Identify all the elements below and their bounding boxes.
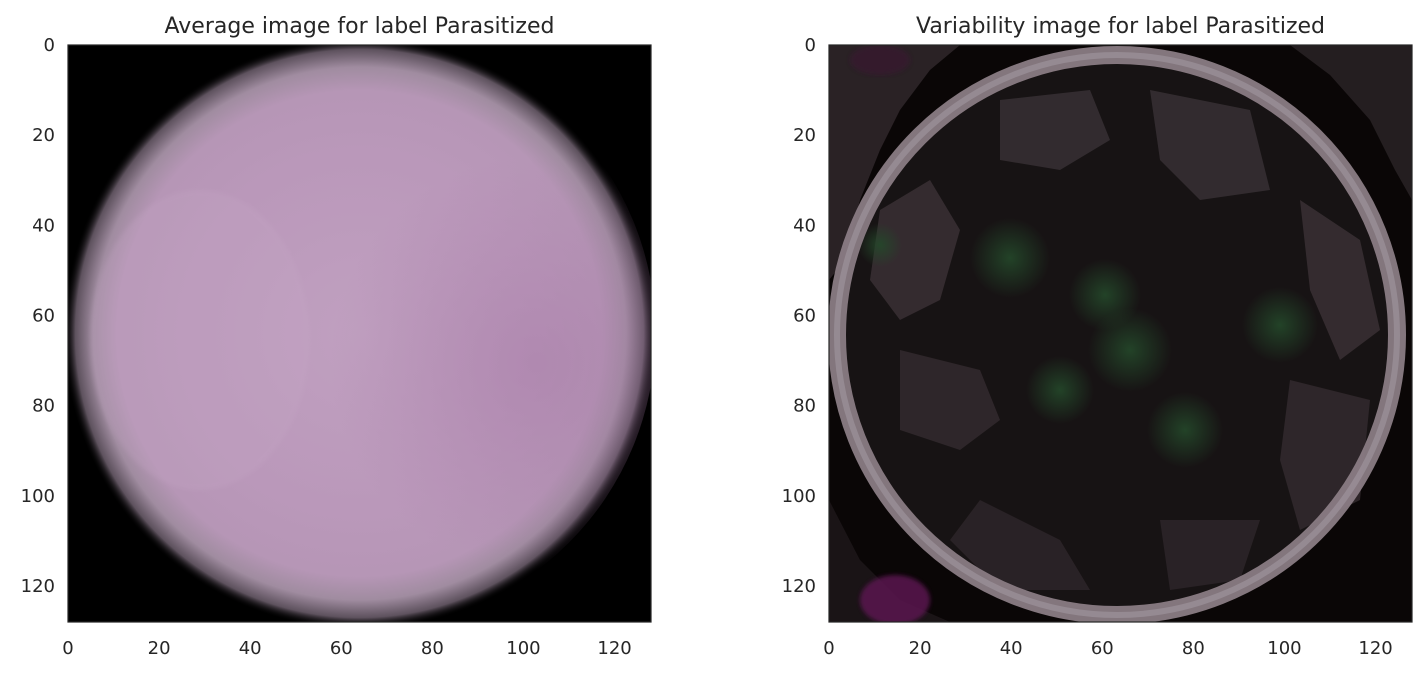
average-cell-highlight — [90, 190, 310, 490]
variability-green-spot — [1026, 356, 1094, 424]
variability-green-spot — [858, 223, 902, 267]
average-x-tick-label: 80 — [421, 638, 444, 659]
variability-inner-patch — [1150, 90, 1270, 200]
average-x-tick-label: 60 — [330, 638, 353, 659]
variability-inner-patch — [1160, 520, 1260, 590]
average-y-tick-label: 100 — [21, 486, 55, 507]
average-x-tick-label: 40 — [239, 638, 262, 659]
variability-green-spot — [970, 218, 1050, 298]
variability-y-tick-label: 120 — [782, 576, 816, 597]
variability-y-tick-label: 60 — [793, 305, 816, 326]
variability-x-tick-label: 80 — [1182, 638, 1205, 659]
average-x-tick-label: 120 — [597, 638, 631, 659]
variability-magenta-blob — [850, 45, 910, 75]
variability-x-tick-label: 20 — [909, 638, 932, 659]
variability-image-raster — [829, 45, 1412, 622]
average-image-frame — [67, 44, 652, 623]
average-y-tick-label: 120 — [21, 576, 55, 597]
average-x-tick-label: 20 — [148, 638, 171, 659]
average-image-raster — [68, 45, 651, 622]
average-y-tick-label: 80 — [32, 396, 55, 417]
variability-corner-patch — [829, 500, 950, 622]
variability-inner-patch — [900, 350, 1000, 450]
variability-cell-rim-highlight — [834, 52, 1400, 618]
variability-magenta-blob — [860, 575, 930, 622]
variability-x-tick-label: 40 — [1000, 638, 1023, 659]
variability-inner-patch — [1000, 90, 1110, 170]
variability-y-tick-label: 40 — [793, 215, 816, 236]
variability-image-frame — [828, 44, 1413, 623]
average-image-title: Average image for label Parasitized — [165, 14, 555, 39]
variability-image-panel: Variability image for label Parasitized — [782, 14, 1413, 659]
variability-x-tick-label: 120 — [1358, 638, 1392, 659]
average-image-panel: Average image for label Parasitized 0 20 4… — [21, 14, 652, 659]
average-y-tick-label: 40 — [32, 215, 55, 236]
variability-corner-patch — [829, 45, 960, 280]
average-x-tick-label: 0 — [62, 638, 73, 659]
variability-x-tick-label: 100 — [1267, 638, 1301, 659]
variability-image-title: Variability image for label Parasitized — [916, 14, 1325, 39]
variability-inner-patch — [950, 500, 1090, 590]
variability-y-tick-label: 100 — [782, 486, 816, 507]
variability-x-tick-label: 60 — [1091, 638, 1114, 659]
variability-image-ticks: 0 20 40 60 80 100 120 0 20 40 60 80 100 120 — [782, 35, 1393, 659]
average-y-tick-label: 0 — [44, 35, 55, 56]
average-image-ticks: 0 20 40 60 80 100 120 0 20 40 60 80 100 120 — [21, 35, 632, 659]
average-y-tick-label: 20 — [32, 125, 55, 146]
variability-inner-patch — [1300, 200, 1380, 360]
variability-y-tick-label: 80 — [793, 396, 816, 417]
variability-y-tick-label: 20 — [793, 125, 816, 146]
variability-green-spot — [1147, 392, 1223, 468]
average-y-tick-label: 60 — [32, 305, 55, 326]
variability-inner-patch — [870, 180, 960, 320]
variability-corner-patch — [1290, 45, 1412, 200]
variability-y-tick-label: 0 — [805, 35, 816, 56]
variability-green-spot — [1088, 308, 1172, 392]
variability-x-tick-label: 0 — [823, 638, 834, 659]
variability-green-spot — [1242, 287, 1318, 363]
average-x-tick-label: 100 — [506, 638, 540, 659]
